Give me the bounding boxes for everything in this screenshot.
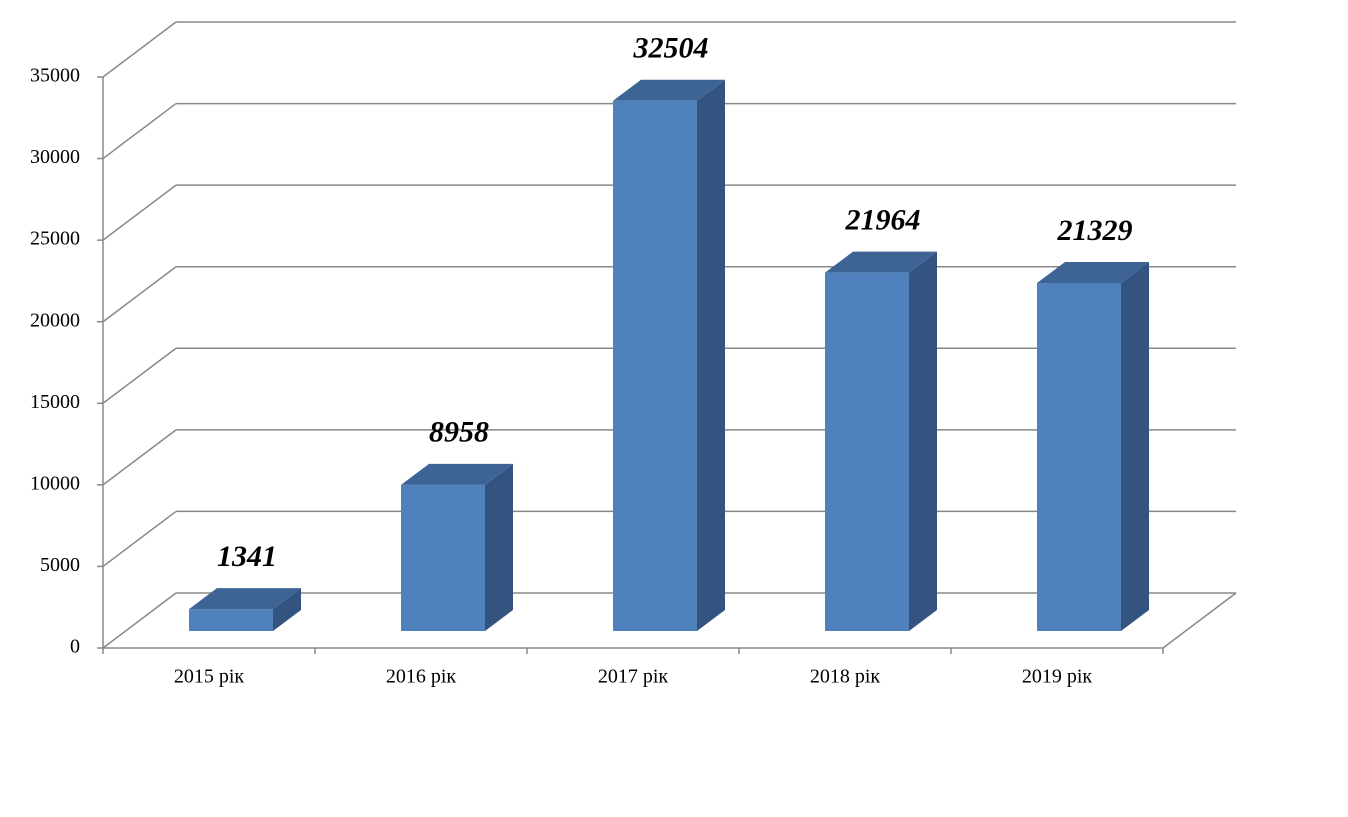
y-tick-label: 35000 xyxy=(30,65,80,87)
y-tick-label: 30000 xyxy=(30,146,80,168)
y-tick-label: 15000 xyxy=(30,391,80,413)
grid-line xyxy=(102,592,177,649)
grid-line xyxy=(102,266,177,323)
value-label: 8958 xyxy=(429,416,489,449)
y-tick-label: 5000 xyxy=(40,554,80,576)
bar xyxy=(189,588,301,631)
bar-side xyxy=(697,79,725,631)
y-tick-label: 20000 xyxy=(30,309,80,331)
y-tick-label: 0 xyxy=(70,636,80,658)
grid-line xyxy=(102,184,177,241)
bar-top xyxy=(1037,262,1149,284)
grid-line xyxy=(102,510,177,568)
bar-side xyxy=(485,463,513,631)
bar-side xyxy=(1121,262,1149,631)
bar-top xyxy=(189,588,301,610)
grid-line xyxy=(102,21,177,78)
x-tick-label: 2019 рік xyxy=(1022,666,1093,688)
x-tick-label: 2016 рік xyxy=(386,666,457,688)
bar xyxy=(401,463,513,631)
bar-top xyxy=(825,251,937,273)
y-tick-label: 10000 xyxy=(30,472,80,494)
bar xyxy=(613,79,725,631)
grid-line xyxy=(102,102,177,160)
value-label: 21329 xyxy=(1057,214,1133,247)
bar-top xyxy=(613,79,725,101)
value-label: 32504 xyxy=(633,32,709,65)
bar-front xyxy=(401,484,485,631)
x-tick-label: 2018 рік xyxy=(810,666,881,688)
grid-line xyxy=(102,429,177,486)
bar xyxy=(1037,262,1149,631)
bar-front xyxy=(1037,283,1121,631)
bar-top xyxy=(401,463,513,485)
bar-front xyxy=(613,100,697,631)
bar-side xyxy=(909,251,937,631)
x-tick-label: 2017 рік xyxy=(598,666,669,688)
value-label: 21964 xyxy=(845,204,921,237)
y-tick-label: 25000 xyxy=(30,228,80,250)
bar xyxy=(825,251,937,631)
bar-front xyxy=(825,272,909,631)
grid-line xyxy=(102,347,177,404)
floor-edge xyxy=(1162,592,1237,649)
bar-side xyxy=(273,588,301,631)
x-tick-label: 2015 рік xyxy=(174,666,245,688)
bar-front xyxy=(189,609,273,631)
value-label: 1341 xyxy=(217,540,277,573)
